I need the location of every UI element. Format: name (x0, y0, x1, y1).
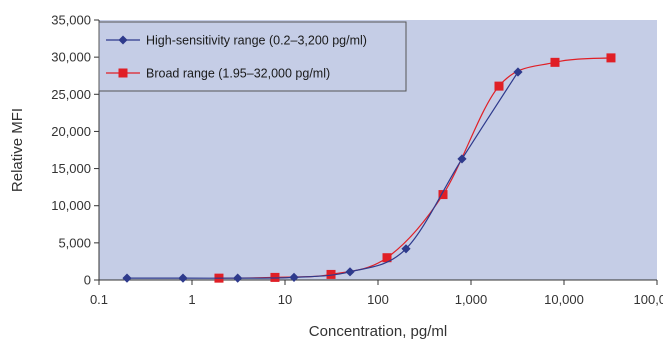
x-tick-label: 1 (188, 292, 195, 307)
x-tick-label: 100 (367, 292, 389, 307)
series-high-sensitivity (122, 67, 523, 283)
data-point-diamond (289, 272, 299, 282)
legend-label-high-sensitivity: High-sensitivity range (0.2–3,200 pg/ml) (146, 34, 367, 48)
y-tick-label: 20,000 (51, 124, 91, 139)
x-tick-label: 10,000 (544, 292, 584, 307)
x-tick-label: 1,000 (455, 292, 488, 307)
data-point-diamond (345, 267, 355, 277)
data-point-square (494, 81, 504, 91)
y-axis-title: Relative MFI (9, 108, 26, 192)
legend-label-broad: Broad range (1.95–32,000 pg/ml) (146, 67, 330, 81)
data-point-square (326, 269, 336, 279)
data-point-square (606, 53, 616, 63)
data-point-square (438, 190, 448, 200)
legend: High-sensitivity range (0.2–3,200 pg/ml)… (98, 21, 407, 92)
y-tick-label: 30,000 (51, 50, 91, 65)
x-tick-label: 0.1 (90, 292, 108, 307)
data-point-diamond (457, 154, 467, 164)
data-point-diamond (233, 273, 243, 283)
data-point-diamond (513, 67, 523, 77)
y-tick-label: 35,000 (51, 13, 91, 28)
legend-box (98, 21, 407, 92)
data-point-diamond (122, 273, 132, 283)
data-point-diamond (401, 244, 411, 254)
legend-marker-diamond (118, 35, 128, 45)
series-layer (122, 53, 616, 283)
x-tick-label: 100,000 (634, 292, 663, 307)
data-point-square (382, 253, 392, 263)
data-point-square (550, 57, 560, 67)
x-axis-ticks: 0.1 1 10 100 1,000 10,000 100,000 (90, 280, 663, 307)
y-axis-ticks: 0 5,000 10,000 15,000 20,000 25,000 30,000 35,0… (51, 13, 99, 288)
y-tick-label: 15,000 (51, 161, 91, 176)
legend-marker-square (118, 68, 128, 78)
y-tick-label: 5,000 (58, 235, 91, 250)
data-point-diamond (178, 273, 188, 283)
y-tick-label: 25,000 (51, 87, 91, 102)
y-tick-label: 0 (84, 273, 91, 288)
x-tick-label: 10 (278, 292, 292, 307)
y-tick-label: 10,000 (51, 198, 91, 213)
x-axis-title: Concentration, pg/ml (309, 323, 447, 340)
